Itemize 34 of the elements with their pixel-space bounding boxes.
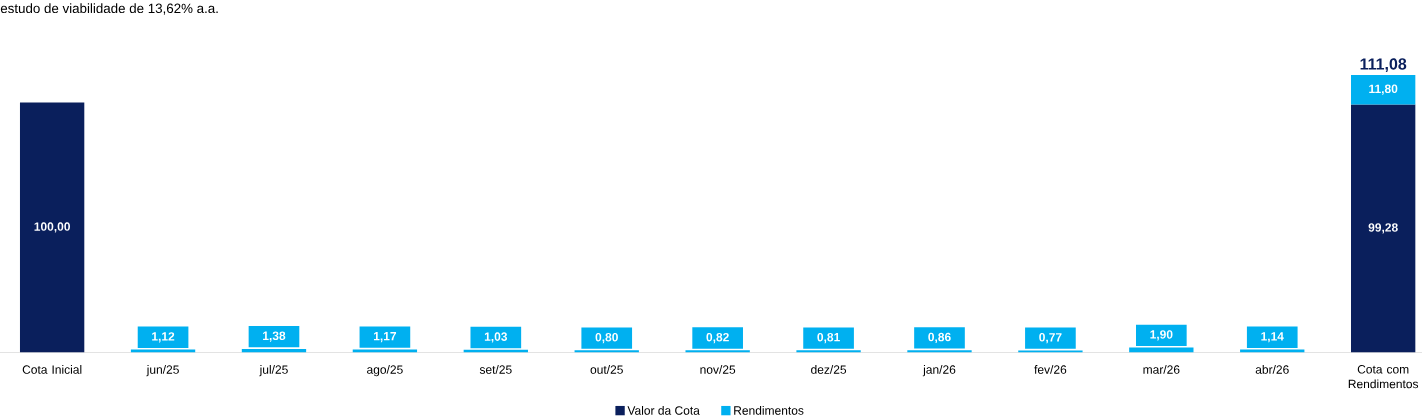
x-tick-label: Cota com Rendimentos (1348, 365, 1419, 389)
data-label: 99,28 (1368, 223, 1398, 234)
data-label: 0,80 (595, 332, 618, 344)
x-tick-label: out/25 (590, 365, 623, 374)
x-tick-label: mar/26 (1143, 365, 1180, 374)
x-tick-label: jul/25 (259, 365, 288, 377)
x-tick-label: set/25 (479, 365, 512, 374)
data-label: 1,12 (152, 332, 175, 343)
data-label: 0,81 (817, 332, 840, 344)
bar (1351, 104, 1416, 353)
data-label: 11,80 (1369, 84, 1398, 95)
legend-label: Valor da Cota (627, 405, 700, 415)
data-label: 1,38 (263, 331, 286, 342)
bar (19, 102, 85, 353)
bar (1351, 74, 1416, 105)
data-label: 1,90 (1150, 330, 1173, 341)
data-label: 1,17 (373, 332, 397, 343)
x-tick-label: Cota Inicial (22, 365, 82, 374)
legend-label: Rendimentos (734, 405, 804, 415)
total-label: 111,08 (1360, 58, 1407, 72)
data-label: 100,00 (34, 222, 70, 233)
x-tick-label: jun/25 (146, 365, 179, 377)
x-tick-label: dez/25 (811, 365, 847, 374)
data-label: 1,14 (1261, 332, 1284, 343)
x-tick-label: ago/25 (367, 365, 403, 377)
x-tick-label: jan/26 (922, 365, 956, 377)
data-label: 1,03 (484, 332, 508, 343)
data-label: 0,86 (928, 332, 951, 344)
x-tick-label: abr/26 (1255, 365, 1289, 374)
data-label: 0,77 (1039, 333, 1062, 344)
x-tick-label: fev/26 (1034, 365, 1067, 374)
text: estudo de viabilidade de 13,62% a.a. (0, 3, 218, 15)
data-label: 0,82 (706, 332, 729, 344)
x-tick-label: nov/25 (700, 365, 736, 374)
